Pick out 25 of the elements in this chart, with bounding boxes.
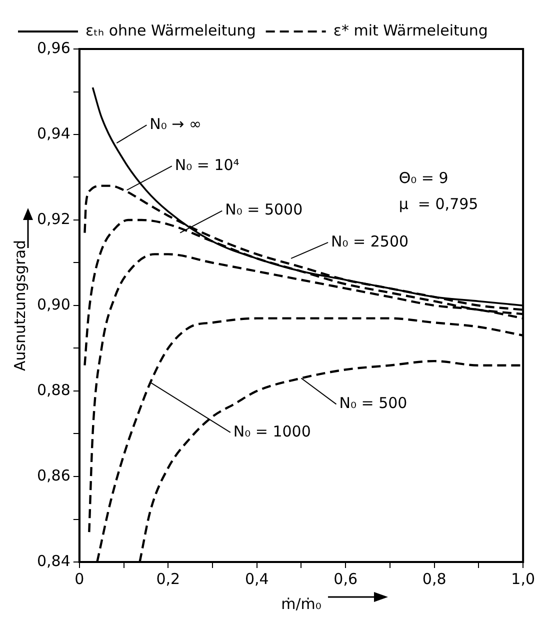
x-tick-label: 0,8 bbox=[422, 570, 446, 588]
annotation: Θ₀ = 9 bbox=[398, 168, 448, 187]
annotation: N₀ → ∞ bbox=[150, 114, 202, 133]
annotation: N₀ = 2500 bbox=[331, 232, 409, 250]
y-tick-label: 0,96 bbox=[36, 38, 70, 57]
y-tick-label: 0,90 bbox=[36, 295, 70, 314]
legend-label: εₜₕ ohne Wärmeleitung bbox=[86, 21, 256, 40]
legend-label: ε* mit Wärmeleitung bbox=[333, 21, 488, 40]
y-axis-title: Ausnutzungsgrad bbox=[10, 240, 29, 372]
annotation: N₀ = 10⁴ bbox=[174, 156, 240, 174]
x-tick-label: 0,4 bbox=[244, 570, 269, 588]
annotation: μ = 0,795 bbox=[398, 194, 478, 213]
annotation: N₀ = 5000 bbox=[225, 200, 303, 219]
annotation: N₀ = 500 bbox=[339, 394, 408, 412]
x-tick-label: 0,6 bbox=[334, 570, 358, 588]
x-axis-title: ṁ/ṁ₀ bbox=[281, 594, 322, 613]
y-tick-label: 0,94 bbox=[36, 124, 70, 142]
y-tick-label: 0,88 bbox=[36, 380, 70, 399]
x-tick-label: 1,0 bbox=[511, 570, 535, 588]
x-tick-label: 0 bbox=[74, 570, 84, 588]
y-tick-label: 0,92 bbox=[36, 210, 70, 228]
annotation: N₀ = 1000 bbox=[233, 422, 311, 440]
x-tick-label: 0,2 bbox=[156, 570, 180, 588]
y-tick-label: 0,84 bbox=[36, 552, 70, 570]
y-tick-label: 0,86 bbox=[36, 466, 70, 484]
